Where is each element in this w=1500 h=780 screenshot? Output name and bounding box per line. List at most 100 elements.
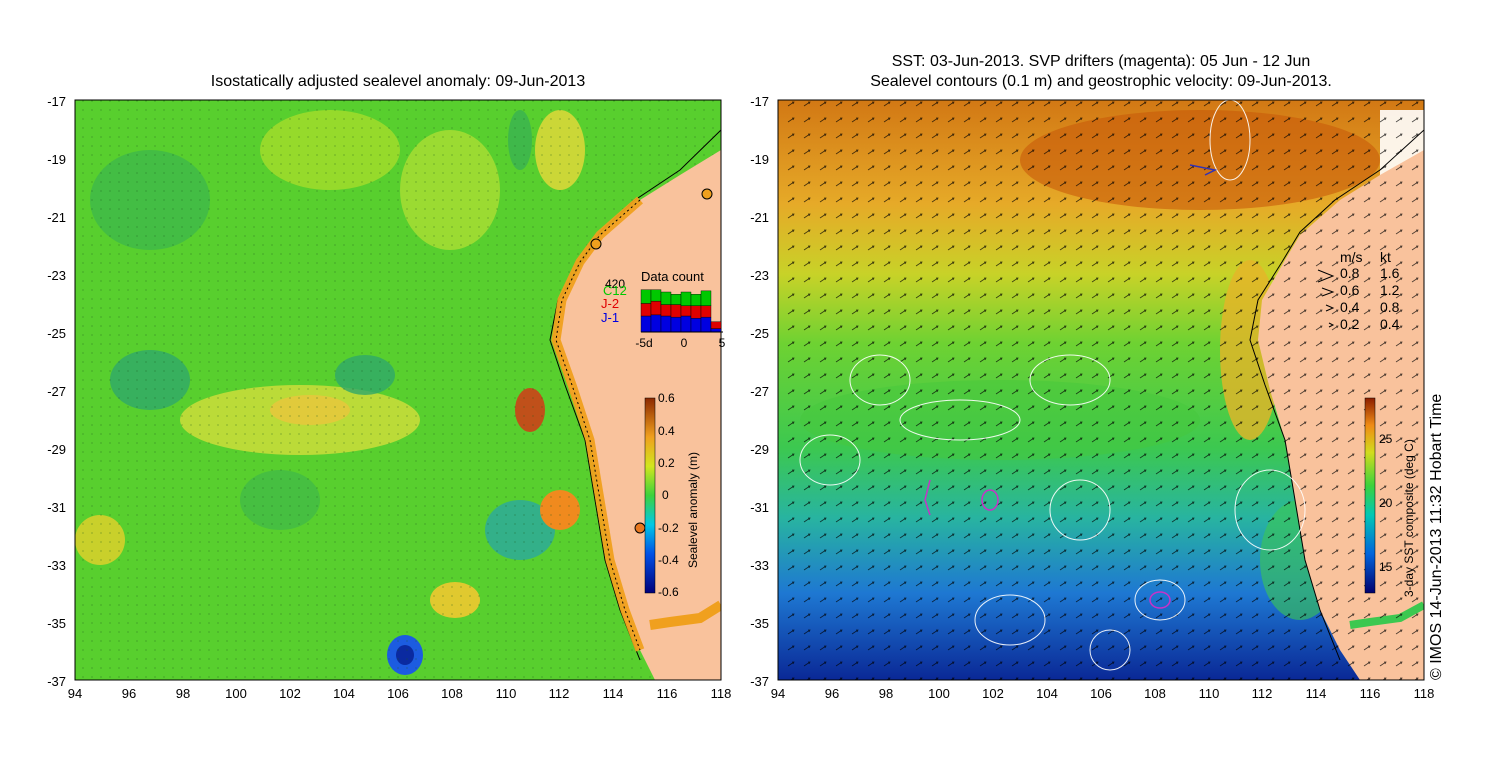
x-tick-label: 108 [441,686,463,701]
sealevel-contours [799,100,1306,671]
right-map-panel: -17 -19 -21 -23 -25 -27 -29 -31 -33 -35 … [750,94,1435,701]
y-tick-label: -29 [750,442,769,457]
y-tick-label: -27 [750,384,769,399]
x-tick-label: 112 [1252,686,1273,701]
x-tick-label: 102 [982,686,1004,701]
sst-cbar-tick: 25 [1379,432,1393,446]
left-y-axis: -17 -19 -21 -23 -25 -27 -29 -31 -33 -35 … [47,94,66,689]
data-count-bar-j2 [640,303,652,317]
right-x-axis: 94 96 98 100 102 104 106 108 110 112 114… [771,686,1435,701]
y-tick-label: -23 [750,268,769,283]
y-tick-label: -33 [47,558,66,573]
legend-j2: J-2 [601,296,619,311]
legend-ms: 0.2 [1340,316,1360,332]
sla-cbar-tick: -0.4 [658,553,679,567]
x-tick-label: 118 [711,686,732,701]
legend-kt: 1.2 [1380,282,1400,298]
left-map-panel: -17 -19 -21 -23 -25 -27 -29 -31 -33 -35 … [47,94,732,701]
data-count-bar-j2 [670,304,682,318]
legend-kt: 1.6 [1380,265,1400,281]
y-tick-label: -21 [750,210,769,225]
x-tick-label: 98 [879,686,893,701]
x-tick-label: 114 [603,686,624,701]
data-count-bar-c12 [640,289,652,304]
x-tick-label: 106 [387,686,409,701]
data-count-title: Data count [641,269,704,284]
sla-cbar-tick: 0.6 [658,391,675,405]
legend-j1: J-1 [601,310,619,325]
legend-c12: C12 [603,283,627,298]
data-count-bar-j1 [640,315,652,333]
y-tick-label: -35 [750,616,769,631]
legend-kt: 0.8 [1380,299,1400,315]
y-tick-label: -33 [750,558,769,573]
sst-field [778,100,1424,680]
y-tick-label: -25 [750,326,769,341]
y-tick-label: -17 [750,94,769,109]
dc-x-tick: -5d [635,336,652,350]
x-tick-label: 106 [1090,686,1112,701]
x-tick-label: 100 [225,686,247,701]
x-tick-label: 100 [928,686,950,701]
data-count-bar-c12 [680,291,692,306]
copyright-notice: © IMOS 14-Jun-2013 11:32 Hobart Time [1428,393,1445,680]
x-tick-label: 94 [68,686,82,701]
x-tick-label: 114 [1306,686,1327,701]
data-count-bar-j2 [680,305,692,317]
x-tick-label: 96 [825,686,839,701]
y-tick-label: -29 [47,442,66,457]
data-count-inset: Data count 420 C12 J-2 J-1 -5d 0 5 [601,269,726,350]
data-count-bar-c12 [690,294,702,306]
legend-ms: 0.8 [1340,265,1360,281]
x-tick-label: 94 [771,686,785,701]
legend-header-kt: kt [1380,249,1391,265]
sla-cbar-tick: 0.2 [658,456,675,470]
y-tick-label: -23 [47,268,66,283]
data-count-bar-j1 [680,315,692,333]
svp-drifters [924,479,1171,609]
right-title-line1: SST: 03-Jun-2013. SVP drifters (magenta)… [891,53,1311,70]
legend-header-ms: m/s [1340,249,1363,265]
y-tick-label: -31 [47,500,66,515]
data-count-bar-c12 [650,289,662,302]
x-tick-label: 104 [333,686,355,701]
y-tick-label: -19 [47,152,66,167]
y-tick-label: -25 [47,326,66,341]
data-count-bar-j2 [710,321,722,329]
sst-cbar-tick: 15 [1379,560,1393,574]
y-tick-label: -37 [750,674,769,689]
y-tick-label: -37 [47,674,66,689]
data-count-bar-c12 [660,291,672,305]
data-count-bar-j2 [700,305,712,318]
x-tick-label: 102 [279,686,301,701]
x-tick-label: 104 [1036,686,1058,701]
sla-colorbar: 0.6 0.4 0.2 0 -0.2 -0.4 -0.6 Sealevel an… [644,391,700,599]
legend-ms: 0.4 [1340,299,1360,315]
dc-x-tick: 0 [681,336,688,350]
y-tick-label: -27 [47,384,66,399]
data-count-bar-j1 [700,316,712,333]
sst-colorbar: 25 20 15 3-day SST composite (deg C) [1364,397,1416,597]
data-count-bar-c12 [700,290,712,306]
data-count-bar-j1 [670,316,682,333]
x-tick-label: 116 [1360,686,1381,701]
sla-field [75,100,721,680]
x-tick-label: 110 [1199,686,1220,701]
x-tick-label: 98 [176,686,190,701]
dc-x-tick: 5 [719,336,726,350]
data-count-max: 420 [605,277,625,291]
x-tick-label: 96 [122,686,136,701]
y-tick-label: -21 [47,210,66,225]
data-count-bar-j2 [650,300,662,316]
x-tick-label: 118 [1414,686,1435,701]
right-map-title: SST: 03-Jun-2013. SVP drifters (magenta)… [778,52,1424,92]
data-count-bar-c12 [670,294,682,305]
sla-cbar-tick: 0 [662,488,669,502]
data-count-bar-j1 [650,314,662,333]
right-title-line2: Sealevel contours (0.1 m) and geostrophi… [870,73,1332,90]
y-tick-label: -31 [750,500,769,515]
x-tick-label: 110 [496,686,517,701]
y-tick-label: -17 [47,94,66,109]
sst-cbar-label: 3-day SST composite (deg C) [1402,439,1416,597]
data-count-bar-j2 [690,305,702,319]
